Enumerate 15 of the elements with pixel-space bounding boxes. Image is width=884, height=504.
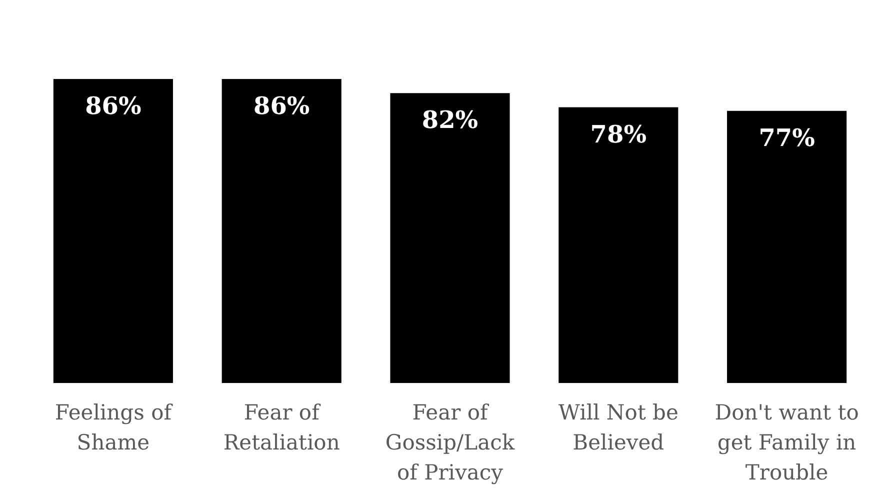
x-tick-label: Don't want to get Family in Trouble (714, 400, 859, 484)
data-label: 86% (85, 91, 142, 120)
data-label: 86% (254, 91, 310, 120)
data-label: 82% (422, 105, 478, 134)
x-tick-label: Will Not be Believed (558, 400, 678, 454)
data-label: 78% (590, 119, 647, 148)
data-label: 77% (758, 122, 816, 152)
x-tick-label: Fear of Retaliation (223, 400, 340, 454)
x-tick-label: Feelings of Shame (54, 400, 174, 454)
bar (222, 79, 342, 383)
bar (390, 93, 510, 383)
bar (558, 107, 678, 383)
x-tick-label: Fear of Gossip/Lack of Privacy (385, 400, 515, 484)
bar (53, 79, 173, 383)
bar (727, 110, 847, 383)
